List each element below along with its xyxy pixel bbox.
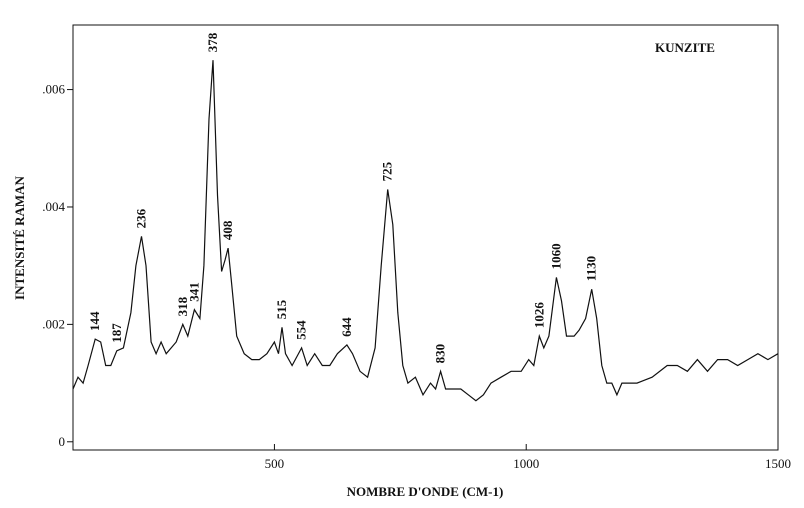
x-axis-label: NOMBRE D'ONDE (CM-1) [347,484,504,499]
peak-label: 1060 [548,243,563,269]
peak-label: 725 [380,161,395,181]
y-tick-label: .006 [42,82,65,97]
peak-label: 554 [294,320,309,340]
x-tick-label: 1000 [513,456,539,471]
y-axis-label: INTENSITÉ RAMAN [12,175,27,299]
peak-label: 144 [87,311,102,331]
y-tick-label: .004 [42,199,65,214]
peak-label: 408 [220,220,235,240]
x-tick-label: 500 [265,456,285,471]
plot-frame [72,24,779,451]
peak-label: 318 [175,296,190,316]
peak-label: 341 [186,282,201,302]
y-tick-label: 0 [59,434,66,449]
y-tick-label: .002 [42,316,65,331]
chart-title: KUNZITE [655,40,715,55]
peak-label: 1130 [584,256,599,281]
peak-label: 236 [133,208,148,228]
spectrum-line [72,60,779,402]
peak-label: 644 [339,317,354,337]
peak-label: 830 [433,344,448,364]
peak-label: 187 [109,323,124,343]
peak-label: 1026 [531,302,546,329]
x-tick-label: 1500 [765,456,791,471]
peak-label: 515 [274,299,289,319]
peak-label: 378 [205,32,220,52]
